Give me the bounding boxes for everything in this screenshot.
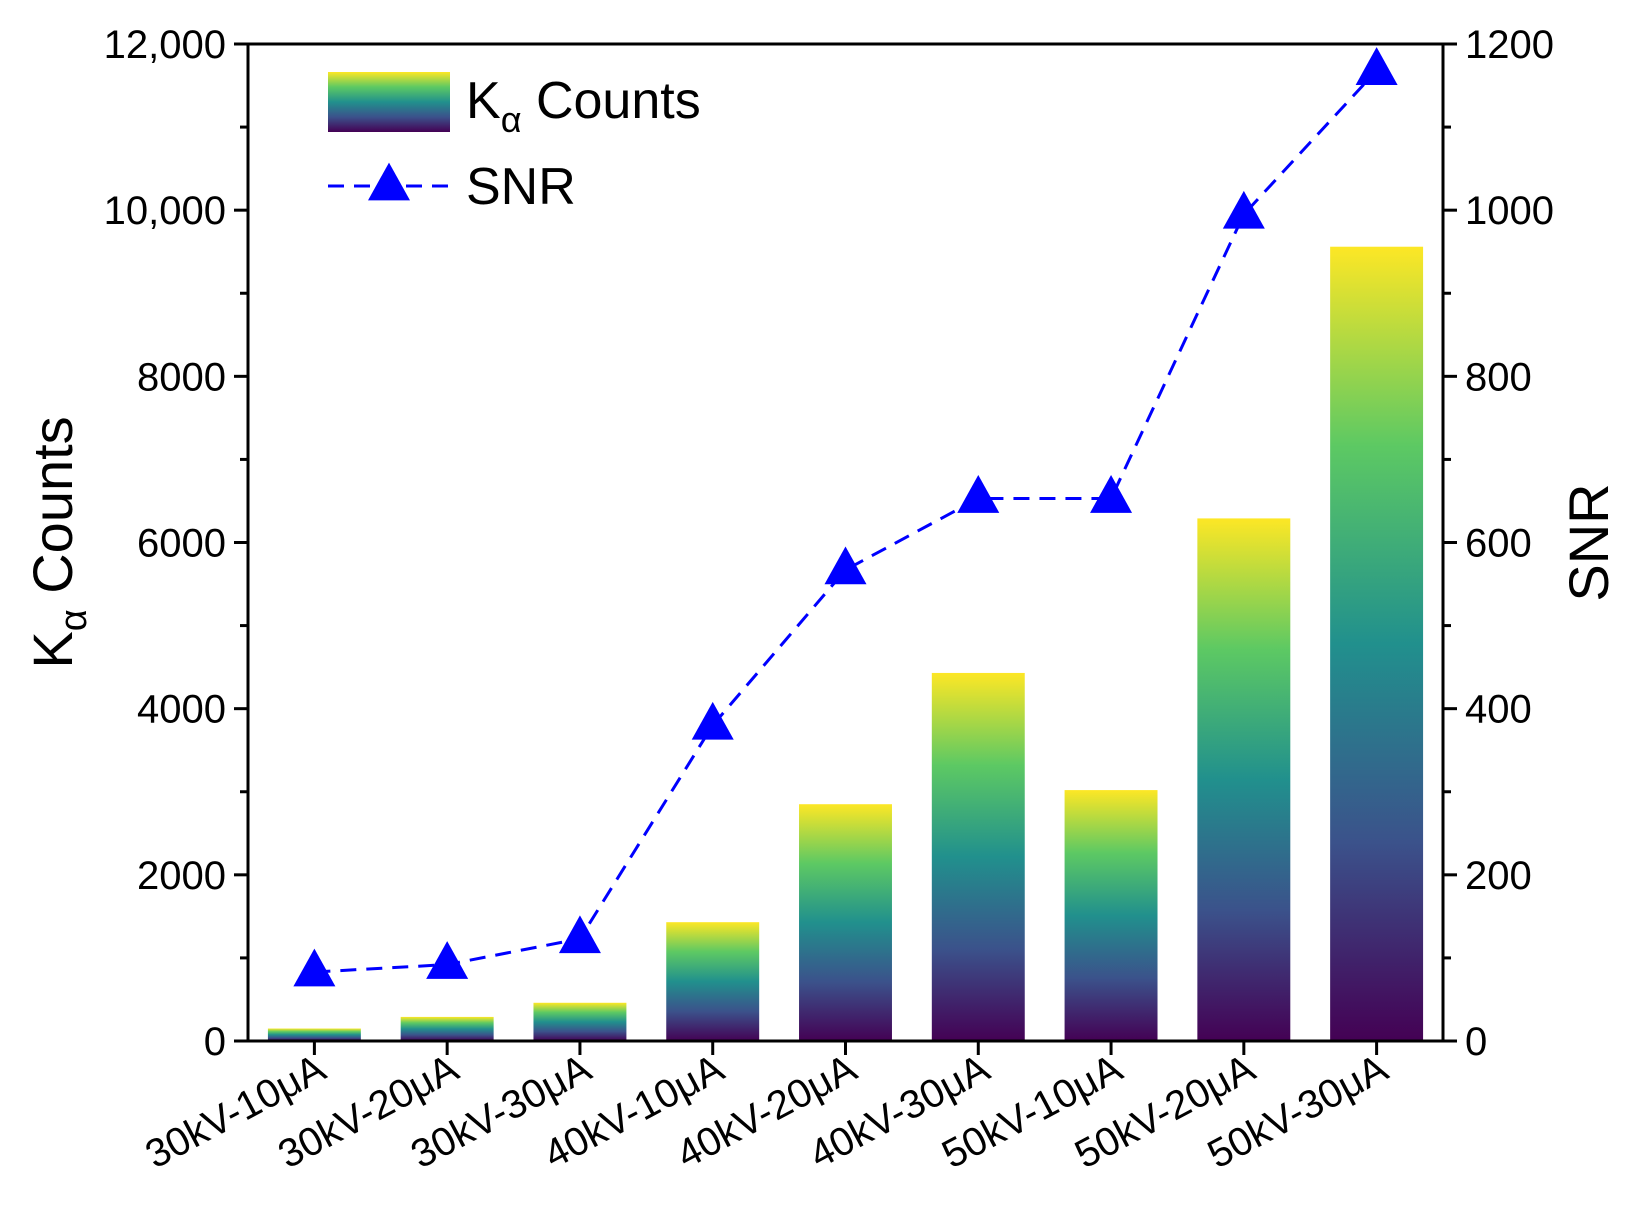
snr-point-50kV-10μA [1090,475,1133,513]
right-axis-title: SNR [1557,483,1620,601]
bar-40kV-30μA [931,672,1025,1041]
bar-30kV-30μA [533,1002,627,1041]
right-tick-label: 200 [1465,854,1532,898]
left-tick-label: 10,000 [104,189,226,233]
right-tick-label: 600 [1465,522,1532,566]
right-tick-label: 1200 [1465,23,1554,67]
bar-40kV-10μA [666,922,760,1041]
left-tick-label: 6000 [137,522,226,566]
snr-point-30kV-20μA [426,941,469,979]
snr-line-layer [293,47,1398,987]
legend-label-counts: Kα Counts [466,72,701,140]
left-tick-label: 2000 [137,854,226,898]
right-tick-label: 1000 [1465,189,1554,233]
left-axis-title: Kα Counts [21,416,95,668]
bar-50kV-10μA [1064,790,1158,1041]
legend-bar-swatch [328,72,450,132]
snr-point-50kV-20μA [1222,190,1265,229]
right-tick-label: 0 [1465,1020,1487,1064]
bar-50kV-30μA [1330,246,1424,1042]
bar-30kV-20μA [400,1016,494,1041]
left-tick-label: 12,000 [104,23,226,67]
bars-layer [267,246,1424,1042]
snr-point-30kV-10μA [293,948,336,987]
bar-30kV-10μA [267,1028,361,1041]
legend-triangle-marker [368,162,410,201]
legend-label-snr: SNR [466,158,576,216]
right-tick-label: 800 [1465,355,1532,399]
snr-point-30kV-30μA [558,915,601,954]
snr-point-40kV-10μA [691,701,734,740]
bar-40kV-20μA [799,804,892,1041]
snr-point-40kV-20μA [824,546,867,585]
snr-point-40kV-30μA [957,475,1000,513]
left-tick-label: 8000 [137,355,226,399]
legend: Kα Counts SNR [328,72,701,216]
bar-50kV-20μA [1197,518,1291,1041]
left-tick-label: 4000 [137,688,226,732]
left-tick-label: 0 [204,1020,226,1064]
snr-point-50kV-30μA [1355,47,1398,85]
right-tick-label: 400 [1465,688,1532,732]
